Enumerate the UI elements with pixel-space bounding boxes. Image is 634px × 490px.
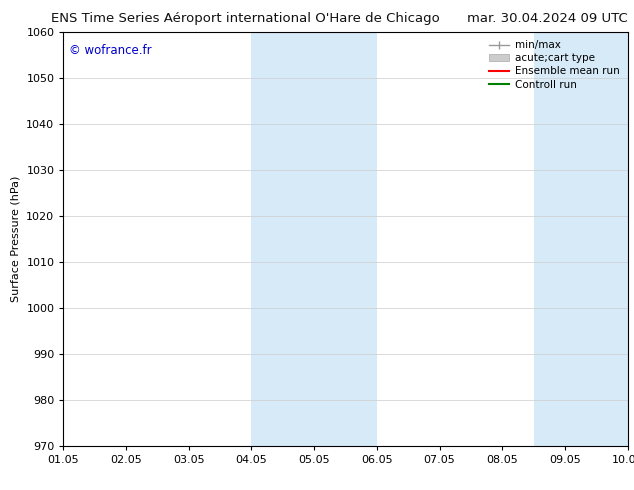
Bar: [534, 32, 628, 446]
Text: mar. 30.04.2024 09 UTC: mar. 30.04.2024 09 UTC: [467, 12, 628, 25]
Text: © wofrance.fr: © wofrance.fr: [69, 44, 152, 57]
Legend: min/max, acute;cart type, Ensemble mean run, Controll run: min/max, acute;cart type, Ensemble mean …: [486, 37, 623, 93]
Y-axis label: Surface Pressure (hPa): Surface Pressure (hPa): [11, 176, 21, 302]
Bar: [252, 32, 377, 446]
Text: ENS Time Series Aéroport international O'Hare de Chicago: ENS Time Series Aéroport international O…: [51, 12, 439, 25]
